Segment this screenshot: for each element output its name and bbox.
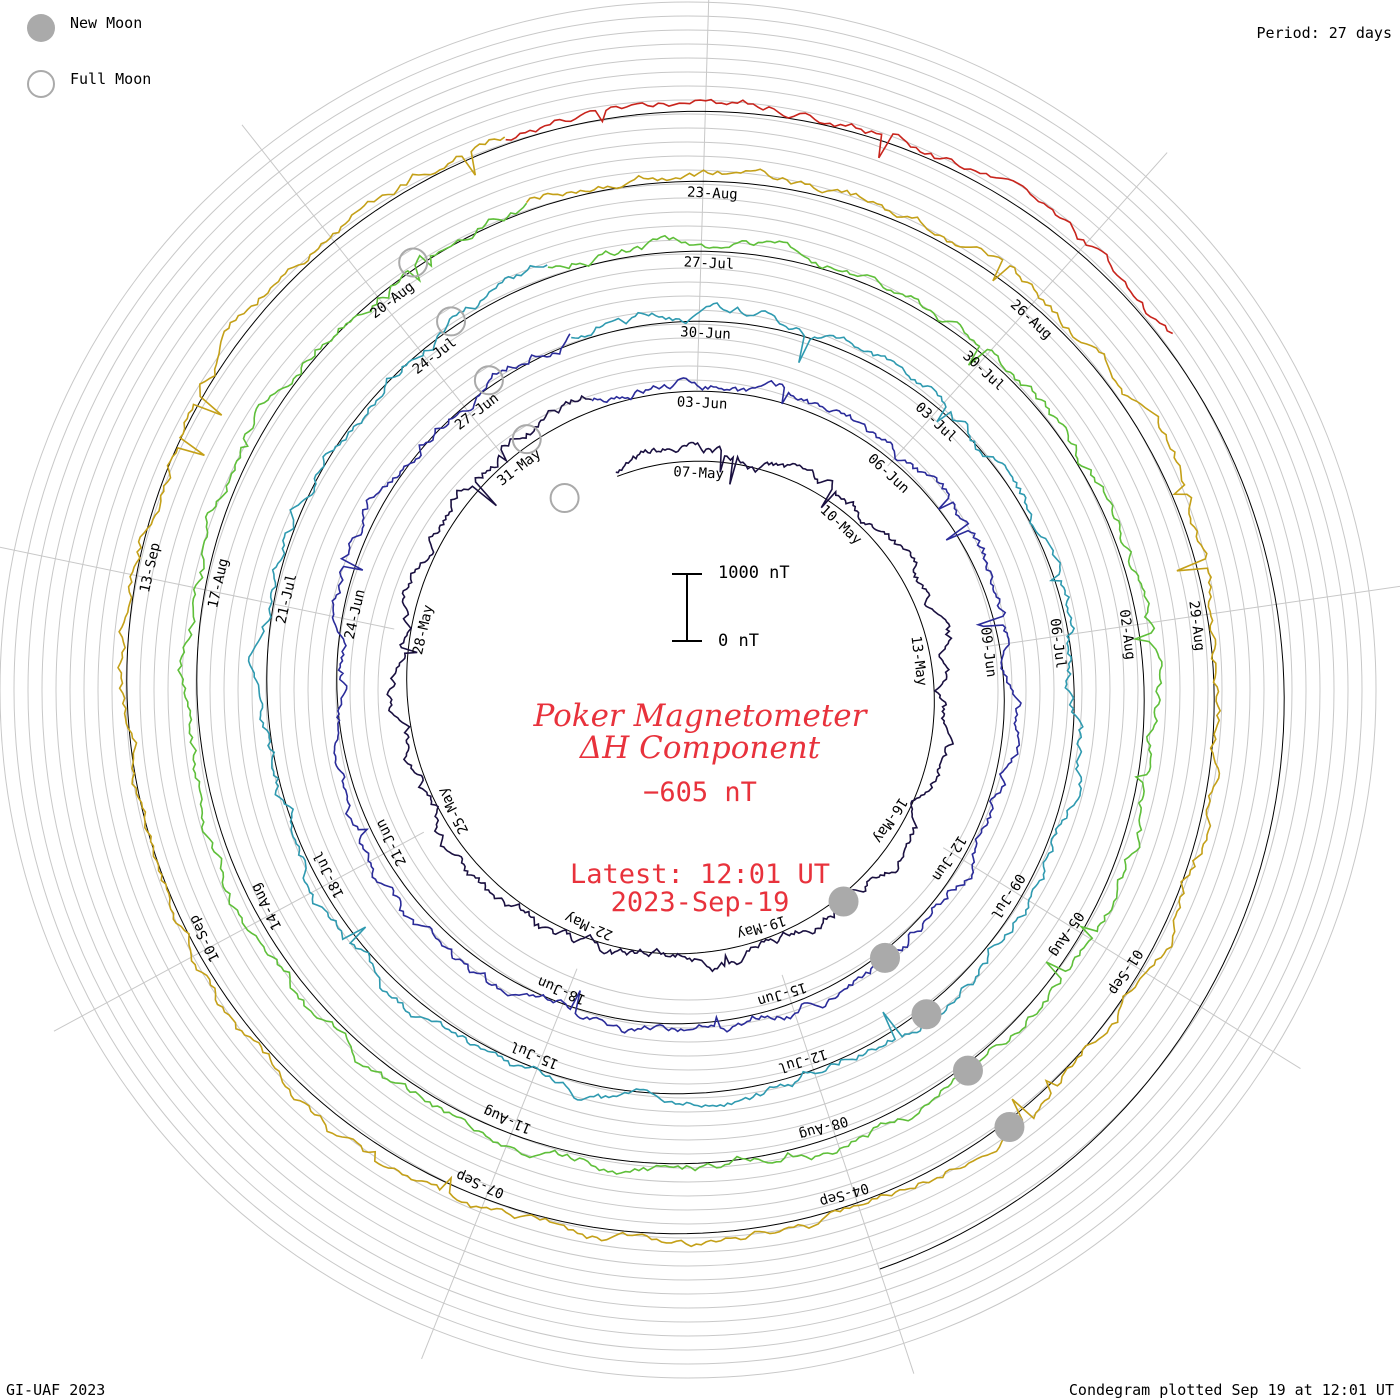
date-label: 27-Jul xyxy=(683,254,734,272)
date-label: 18-Jun xyxy=(535,973,588,1007)
date-label: 21-Jul xyxy=(273,572,300,625)
full-moon-marker xyxy=(511,424,542,455)
baseline-spiral xyxy=(126,110,1285,1270)
scale-bottom-label: 0 nT xyxy=(718,631,759,651)
grid-ring xyxy=(97,99,1279,1281)
grid-ring xyxy=(181,183,1195,1197)
chart-subtitle: ΔH Component xyxy=(579,730,821,766)
date-spoke xyxy=(887,152,1168,467)
full-moon-marker xyxy=(436,306,467,337)
latest-date: 2023-Sep-19 xyxy=(610,887,790,918)
grid-ring xyxy=(251,253,1125,1127)
date-label: 28-May xyxy=(410,603,437,656)
date-label: 13-May xyxy=(907,635,929,687)
date-label: 17-Aug xyxy=(205,557,232,610)
date-label: 09-Jun xyxy=(977,626,999,678)
grid-ring xyxy=(223,225,1153,1155)
date-spoke xyxy=(781,974,915,1374)
trace-ring-2 xyxy=(331,333,1022,1034)
grid-ring xyxy=(83,85,1293,1295)
date-label: 30-Jun xyxy=(680,324,731,342)
date-label: 15-Jun xyxy=(755,979,808,1009)
grid-ring xyxy=(349,351,1027,1029)
footer-plotted-time: Condegram plotted Sep 19 at 12:01 UT xyxy=(1068,1381,1394,1399)
grid-rings xyxy=(0,1,1377,1379)
grid-ring xyxy=(321,323,1055,1057)
date-label: 02-Aug xyxy=(1116,609,1138,661)
period-label: Period: 27 days xyxy=(1256,24,1392,42)
date-label: 13-Sep xyxy=(137,541,164,594)
grid-ring xyxy=(279,281,1097,1099)
moon-markers xyxy=(398,247,1025,1143)
grid-ring xyxy=(41,43,1335,1337)
new-moon-marker xyxy=(870,942,901,973)
date-label: 11-Aug xyxy=(481,1102,534,1136)
grid-ring xyxy=(125,127,1251,1253)
grid-ring xyxy=(111,113,1265,1267)
date-label: 24-Jun xyxy=(342,588,369,641)
date-label: 03-Jun xyxy=(676,394,727,412)
date-label: 29-Aug xyxy=(1185,600,1207,652)
chart-title: Poker Magnetometer xyxy=(533,698,867,734)
grid-ring xyxy=(293,295,1083,1085)
grid-ring xyxy=(209,211,1167,1169)
date-label: 18-Jul xyxy=(310,848,347,900)
scale-top-label: 1000 nT xyxy=(718,563,790,583)
full-moon-marker xyxy=(549,483,580,514)
grid-ring xyxy=(139,141,1237,1239)
new-moon-marker xyxy=(828,886,859,917)
grid-ring xyxy=(167,169,1209,1211)
current-value: −605 nT xyxy=(643,777,757,808)
grid-ring xyxy=(307,309,1069,1071)
trace-ring-6 xyxy=(505,98,1174,335)
grid-ring xyxy=(153,155,1223,1225)
grid-ring xyxy=(69,71,1307,1309)
full-moon-swatch xyxy=(27,70,55,98)
date-spoke xyxy=(421,968,578,1360)
data-traces xyxy=(117,98,1222,1248)
date-label: 06-Jul xyxy=(1046,617,1068,669)
trace-ring-3 xyxy=(247,264,1084,1108)
date-label: 23-Aug xyxy=(687,184,738,202)
baseline-path xyxy=(126,110,1285,1270)
new-moon-swatch xyxy=(27,14,55,42)
new-moon-label: New Moon xyxy=(70,14,143,32)
grid-ring xyxy=(335,337,1041,1043)
grid-ring xyxy=(237,239,1139,1141)
date-label: 08-Aug xyxy=(797,1112,850,1142)
trace-ring-5 xyxy=(117,136,1222,1248)
new-moon-marker xyxy=(994,1112,1025,1143)
footer-credit: GI-UAF 2023 xyxy=(6,1381,106,1399)
date-spoke xyxy=(984,585,1400,648)
grid-ring xyxy=(195,197,1181,1183)
new-moon-marker xyxy=(911,999,942,1030)
date-spoke xyxy=(696,0,710,391)
grid-ring xyxy=(0,1,1377,1379)
full-moon-marker xyxy=(473,365,504,396)
new-moon-marker xyxy=(952,1055,983,1086)
date-spoke xyxy=(53,831,425,1032)
date-label: 07-May xyxy=(673,464,724,482)
grid-ring xyxy=(265,267,1111,1113)
trace-ring-4 xyxy=(177,202,1163,1175)
trace-ring-1 xyxy=(386,394,955,973)
grid-ring xyxy=(27,29,1349,1351)
latest-time: Latest: 12:01 UT xyxy=(569,859,831,890)
date-label: 07-Sep xyxy=(454,1167,507,1201)
date-spoke xyxy=(942,847,1301,1069)
scale-bar xyxy=(672,573,702,642)
date-spoke xyxy=(0,546,395,630)
full-moon-marker xyxy=(398,247,429,278)
date-spoke xyxy=(241,124,503,455)
grid-ring xyxy=(13,15,1363,1365)
grid-ring xyxy=(55,57,1321,1323)
date-label: 14-Aug xyxy=(248,880,285,932)
full-moon-label: Full Moon xyxy=(70,70,152,88)
